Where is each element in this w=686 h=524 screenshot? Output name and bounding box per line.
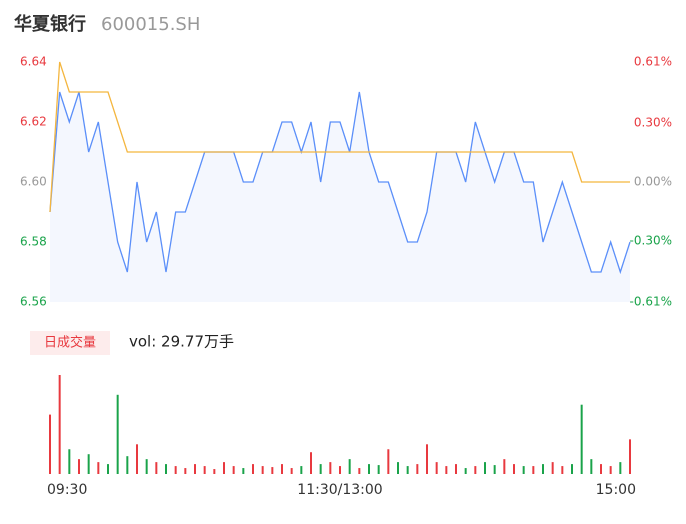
price-area xyxy=(50,92,630,302)
y2-tick-label: 0.30% xyxy=(634,115,672,129)
y-tick-label: 6.56 xyxy=(20,295,47,309)
volume-bar xyxy=(203,466,206,474)
y-tick-label: 6.62 xyxy=(20,115,47,129)
volume-bar xyxy=(397,462,399,474)
x-tick-label: 09:30 xyxy=(47,482,87,498)
volume-bar xyxy=(609,466,612,474)
volume-bar xyxy=(493,465,496,474)
volume-bar xyxy=(600,464,602,474)
volume-bar xyxy=(445,466,448,474)
x-tick-label: 15:00 xyxy=(596,482,636,498)
volume-bar xyxy=(435,462,438,474)
volume-bar xyxy=(165,464,167,474)
x-tick-label: 11:30/13:00 xyxy=(297,482,382,498)
volume-bar xyxy=(290,468,293,474)
volume-bar xyxy=(580,404,583,474)
volume-bar xyxy=(87,454,90,474)
volume-bar xyxy=(348,459,351,474)
volume-bar xyxy=(116,394,119,474)
volume-text: vol: 29.77万手 xyxy=(129,333,234,351)
volume-bar xyxy=(474,466,477,474)
volume-bar xyxy=(571,464,573,474)
volume-bar xyxy=(513,464,515,474)
volume-bar xyxy=(184,468,187,474)
volume-bar xyxy=(271,467,274,474)
y2-tick-label: -0.30% xyxy=(630,234,672,248)
volume-bar xyxy=(522,466,525,474)
volume-bar xyxy=(300,466,303,474)
series-line xyxy=(49,91,631,275)
volume-bar xyxy=(281,464,283,474)
volume-bar xyxy=(464,468,467,474)
volume-bar xyxy=(339,466,341,474)
y-tick-label: 6.64 xyxy=(20,55,47,69)
volume-bar xyxy=(426,444,428,474)
volume-bar xyxy=(194,464,196,474)
volume-bar xyxy=(532,466,535,474)
volume-bar xyxy=(387,449,390,474)
volume-bar xyxy=(107,464,109,474)
y-tick-label: 6.58 xyxy=(20,235,47,249)
volume-bar xyxy=(78,459,80,474)
y2-tick-label: 0.61% xyxy=(634,55,672,69)
y2-tick-label: -0.61% xyxy=(630,295,672,309)
volume-bar xyxy=(310,452,312,474)
y-tick-label: 6.60 xyxy=(20,175,47,189)
series-line xyxy=(49,61,630,213)
volume-bar xyxy=(319,464,322,474)
y2-tick-label: 0.00% xyxy=(634,175,672,189)
volume-bar xyxy=(174,466,177,474)
volume-bar xyxy=(484,462,486,474)
volume-bar xyxy=(49,414,51,474)
volume-bar xyxy=(242,468,245,474)
volume-bar xyxy=(97,462,100,474)
volume-bar xyxy=(155,462,158,474)
volume-tab[interactable] xyxy=(30,331,110,355)
volume-bar xyxy=(416,464,419,474)
volume-bar xyxy=(561,466,564,474)
volume-bar xyxy=(232,466,235,474)
volume-bar xyxy=(542,464,544,474)
volume-bar xyxy=(629,439,631,474)
volume-bar xyxy=(406,466,409,474)
volume-bar xyxy=(145,459,148,474)
volume-bar xyxy=(136,444,138,474)
volume-bar xyxy=(213,469,216,474)
volume-bar xyxy=(619,462,622,474)
stock-code: 600015.SH xyxy=(101,14,200,35)
volume-bar xyxy=(368,464,370,474)
volume-bar xyxy=(358,468,361,474)
volume-tab-label[interactable]: 日成交量 xyxy=(44,335,96,351)
volume-bar xyxy=(252,464,254,474)
volume-bar xyxy=(223,462,225,474)
volume-bar xyxy=(126,456,129,474)
volume-bar xyxy=(590,459,593,474)
stock-name: 华夏银行 xyxy=(14,13,86,35)
volume-bar xyxy=(377,465,380,474)
volume-bar xyxy=(329,462,332,474)
volume-bar xyxy=(455,464,457,474)
volume-bar xyxy=(68,449,71,474)
volume-bar xyxy=(551,462,554,474)
volume-bar xyxy=(58,375,61,474)
volume-bar xyxy=(261,466,264,474)
volume-bar xyxy=(503,459,506,474)
